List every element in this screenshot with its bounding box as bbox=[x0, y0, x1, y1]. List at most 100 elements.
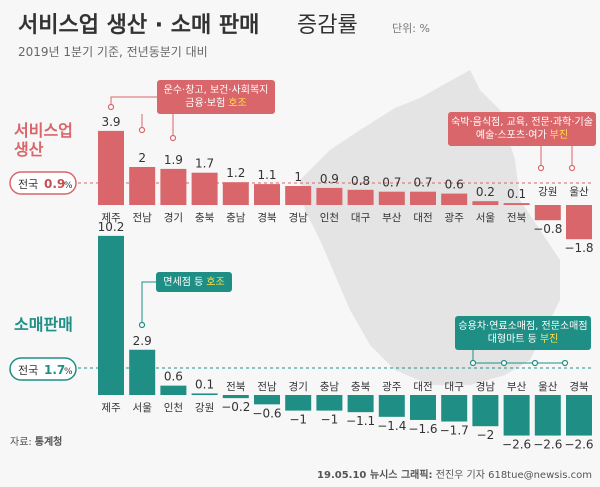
retail-chart: 10.2 제주 2.9 서울 0.6 인천 0.1 강원 −0.2 전북 −0.6 전남 −1 경기 −1 충… bbox=[78, 220, 594, 452]
bar-강원 bbox=[191, 393, 218, 395]
service-national-value: 0.9 bbox=[44, 177, 65, 191]
value-label: −2.6 bbox=[533, 438, 562, 452]
value-label: −0.6 bbox=[252, 406, 281, 420]
retail-section-title: 소매판매 bbox=[14, 315, 73, 334]
page-title: 서비스업 생산 · 소매 판매 bbox=[18, 13, 259, 38]
korea-map-silhouette bbox=[300, 70, 560, 385]
bar-대구 bbox=[441, 395, 468, 422]
category-label: 전남 bbox=[257, 381, 277, 393]
retail-connector bbox=[141, 281, 156, 325]
connector-dot bbox=[561, 359, 569, 367]
retail-national-badge: 전국 1.7 % bbox=[9, 357, 77, 381]
value-label: 10.2 bbox=[98, 220, 125, 234]
service-chart: 3.9 제주 2 전남 1.9 경기 1.7 충북 1.2 충남 1.1 경북 1 경남 0.9 인천 0.8 대… bbox=[78, 115, 594, 255]
value-label: −1.8 bbox=[564, 241, 593, 255]
page-title-suffix: 증감률 bbox=[297, 13, 358, 38]
callout-text: 금융·보험 호조 bbox=[185, 97, 246, 109]
bar-광주 bbox=[441, 193, 468, 205]
bar-경기 bbox=[285, 395, 312, 411]
bar-경남 bbox=[285, 186, 312, 205]
bar-광주 bbox=[378, 395, 405, 417]
bar-제주 bbox=[98, 130, 124, 205]
value-label: −1.4 bbox=[377, 419, 406, 433]
callout-text: 운수·창고, 보건·사회복지 bbox=[164, 84, 269, 96]
bar-제주 bbox=[98, 235, 124, 395]
bar-강원 bbox=[534, 205, 561, 221]
value-label: 1.2 bbox=[226, 166, 245, 180]
category-label: 인천 bbox=[320, 212, 339, 224]
connector-dot bbox=[500, 359, 508, 367]
value-label: 2.9 bbox=[133, 334, 152, 348]
service-section-title-line2: 생산 bbox=[14, 140, 44, 159]
category-label: 충남 bbox=[320, 381, 340, 393]
subtitle: 2019년 1분기 기준, 전년동분기 대비 bbox=[18, 45, 208, 59]
value-label: −0.8 bbox=[533, 222, 562, 236]
value-label: 0.7 bbox=[413, 176, 432, 190]
callout-highlight: 부진 bbox=[540, 333, 558, 345]
bar-전북 bbox=[503, 203, 530, 205]
bar-충북 bbox=[191, 172, 218, 205]
category-label: 전남 bbox=[133, 212, 153, 224]
category-label: 강원 bbox=[195, 402, 214, 414]
connector-dot bbox=[568, 164, 576, 172]
value-label: −1.6 bbox=[408, 422, 437, 436]
svg-text:%: % bbox=[64, 367, 73, 377]
connector-dot bbox=[138, 321, 146, 329]
value-label: 1 bbox=[294, 170, 302, 184]
category-label: 대전 bbox=[413, 212, 432, 224]
callout-box bbox=[156, 272, 232, 292]
value-label: −0.2 bbox=[221, 400, 250, 414]
connector-dot bbox=[169, 134, 177, 142]
category-label: 부산 bbox=[507, 381, 527, 393]
category-label: 제주 bbox=[101, 402, 121, 414]
connector-dot bbox=[107, 103, 115, 111]
category-label: 강원 bbox=[538, 186, 557, 198]
category-label: 인천 bbox=[164, 402, 183, 414]
bar-전남 bbox=[254, 395, 280, 405]
bar-충남 bbox=[316, 395, 343, 411]
bar-대전 bbox=[410, 191, 436, 205]
retail-positive-callout: 면세점 등 호조 bbox=[156, 272, 232, 292]
bar-서울 bbox=[129, 349, 156, 395]
credit: 19.05.10 뉴시스 그래픽: 전진우 기자 618tue@newsis.c… bbox=[317, 468, 592, 481]
service-national-badge: 전국 0.9 % bbox=[9, 171, 77, 195]
bar-경북 bbox=[254, 184, 280, 205]
value-label: 0.8 bbox=[351, 174, 370, 188]
value-label: −1.7 bbox=[440, 424, 469, 438]
callout-highlight: 부진 bbox=[550, 129, 568, 141]
category-label: 경기 bbox=[289, 380, 308, 393]
category-label: 경북 bbox=[569, 380, 589, 393]
category-label: 충북 bbox=[195, 212, 215, 224]
value-label: 0.7 bbox=[382, 176, 401, 190]
bar-대전 bbox=[410, 395, 436, 420]
category-label: 울산 bbox=[569, 186, 589, 198]
value-label: −2.6 bbox=[564, 438, 593, 452]
value-label: 1.1 bbox=[257, 168, 276, 182]
callout-box bbox=[455, 316, 591, 350]
unit-label: 단위: % bbox=[392, 22, 430, 35]
value-label: 0.6 bbox=[445, 178, 464, 192]
callout-text: 숙박·음식점, 교육, 전문·과학·기술 bbox=[451, 116, 593, 128]
connector-dot bbox=[138, 126, 146, 134]
value-label: −1 bbox=[289, 413, 307, 427]
bar-전북 bbox=[222, 395, 249, 399]
callout-text: 대형마트 등 부진 bbox=[488, 333, 559, 345]
bar-부산 bbox=[503, 395, 530, 436]
svg-text:전국: 전국 bbox=[18, 178, 38, 191]
value-label: −2 bbox=[477, 428, 495, 442]
value-label: −1 bbox=[321, 413, 339, 427]
service-section-title-line1: 서비스업 bbox=[14, 121, 73, 140]
bar-경북 bbox=[566, 395, 592, 436]
callout-highlight: 호조 bbox=[206, 276, 224, 288]
svg-text:전국: 전국 bbox=[18, 364, 38, 377]
bar-울산 bbox=[566, 205, 592, 240]
category-label: 전북 bbox=[507, 212, 527, 224]
bar-경남 bbox=[472, 395, 499, 427]
source-label: 자료: 통계청 bbox=[10, 435, 62, 448]
value-label: −1.1 bbox=[346, 414, 375, 428]
value-label: 0.1 bbox=[195, 377, 214, 391]
connector-dot bbox=[537, 164, 545, 172]
